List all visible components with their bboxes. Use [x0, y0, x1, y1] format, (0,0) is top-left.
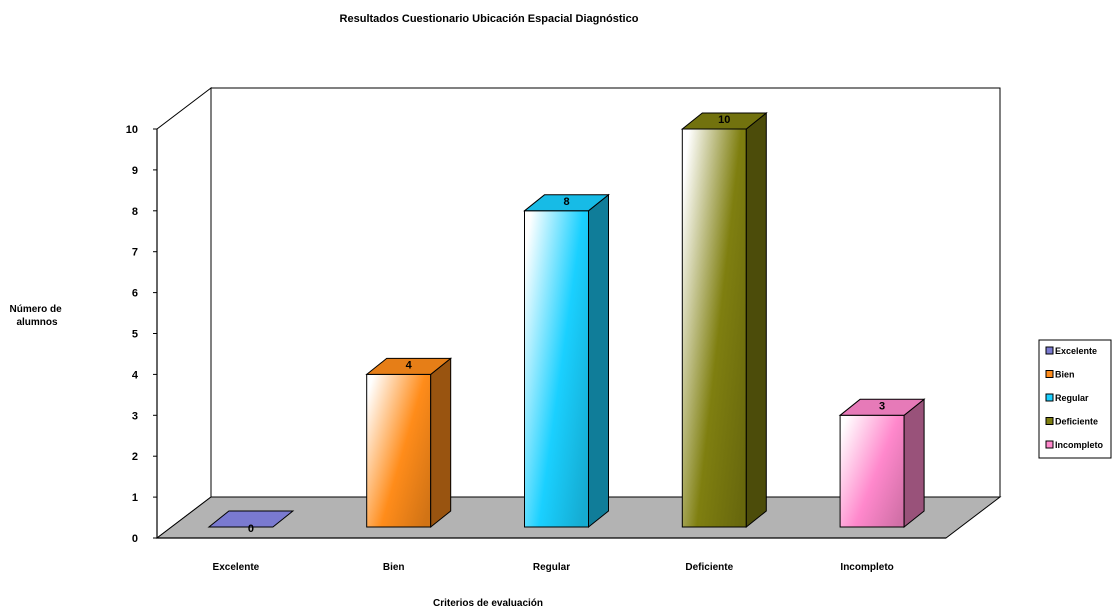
bar-side-face [903, 398, 925, 529]
legend-item: Deficiente [1045, 417, 1098, 427]
bar-side-face [430, 357, 452, 529]
y-tick-label: 6 [132, 288, 138, 300]
bar-excelente: 0 [207, 510, 295, 535]
data-label: 10 [718, 114, 730, 126]
bars: 0 4 8 10 3 [207, 111, 926, 535]
bar-front-face [839, 414, 905, 528]
legend-swatch [1045, 346, 1054, 355]
bar-regular: 8 [523, 193, 610, 529]
y-tick-label: 9 [132, 165, 138, 177]
bar-top-face [365, 357, 453, 375]
x-tick-label: Excelente [213, 562, 260, 573]
y-axis-title-line-1: Número de [9, 304, 62, 315]
y-tick-label: 10 [126, 124, 138, 136]
legend-label: Bien [1055, 370, 1075, 380]
x-tick-label: Bien [383, 562, 405, 573]
bar-side-face [745, 111, 767, 529]
legend-item: Regular [1045, 393, 1089, 403]
bar-top-face [523, 194, 610, 212]
legend-swatch [1045, 440, 1054, 449]
legend-swatch [1045, 393, 1054, 402]
bar-front-face [681, 128, 747, 528]
data-label: 8 [563, 196, 569, 208]
bar-top-face [680, 112, 768, 130]
x-axis: Excelente Bien Regular Deficiente Incompleto [213, 562, 894, 573]
y-axis-title-line-2: alumnos [16, 317, 58, 328]
legend-swatch [1045, 417, 1054, 425]
chart-title: Resultados Cuestionario Ubicación Espaci… [340, 13, 639, 25]
y-tick-label: 2 [132, 451, 138, 463]
bar-top-face [838, 398, 926, 416]
legend-label: Incompleto [1055, 440, 1104, 450]
y-tick-label: 7 [132, 247, 138, 259]
legend-box [1038, 339, 1112, 459]
y-tick-label: 0 [132, 533, 138, 545]
legend-item: Excelente [1045, 346, 1097, 356]
bar-side-face [588, 193, 609, 529]
x-tick-label: Deficiente [685, 562, 733, 573]
data-label: 4 [406, 359, 413, 371]
legend-label: Deficiente [1055, 417, 1098, 427]
x-tick-label: Regular [533, 562, 570, 573]
y-axis: 0 1 2 3 4 5 6 7 8 9 10 [126, 124, 158, 545]
bar-bien: 4 [365, 357, 453, 529]
x-axis-title: Criterios de evaluación [433, 598, 543, 608]
y-tick-label: 3 [132, 410, 138, 422]
data-label: 3 [879, 400, 885, 412]
legend-label: Regular [1055, 393, 1089, 403]
bar-front-face [524, 210, 589, 528]
y-axis-title: Número de alumnos [9, 304, 64, 328]
legend-label: Excelente [1055, 346, 1097, 356]
legend-swatch [1045, 370, 1054, 378]
y-tick-label: 5 [132, 329, 138, 341]
data-label: 0 [248, 523, 254, 535]
legend: Excelente Bien Regular Deficiente Incompleto [1038, 339, 1112, 459]
legend-item: Bien [1045, 370, 1075, 380]
bar-deficiente: 10 [680, 111, 768, 529]
y-tick-label: 8 [132, 206, 138, 218]
legend-item: Incompleto [1045, 440, 1104, 450]
x-tick-label: Incompleto [840, 562, 893, 573]
y-tick-label: 4 [132, 369, 139, 381]
bar-front-face [366, 373, 432, 528]
bar-top-face [207, 510, 295, 528]
y-tick-label: 1 [132, 492, 138, 504]
side-wall [156, 86, 212, 540]
bar-incompleto: 3 [838, 398, 926, 529]
